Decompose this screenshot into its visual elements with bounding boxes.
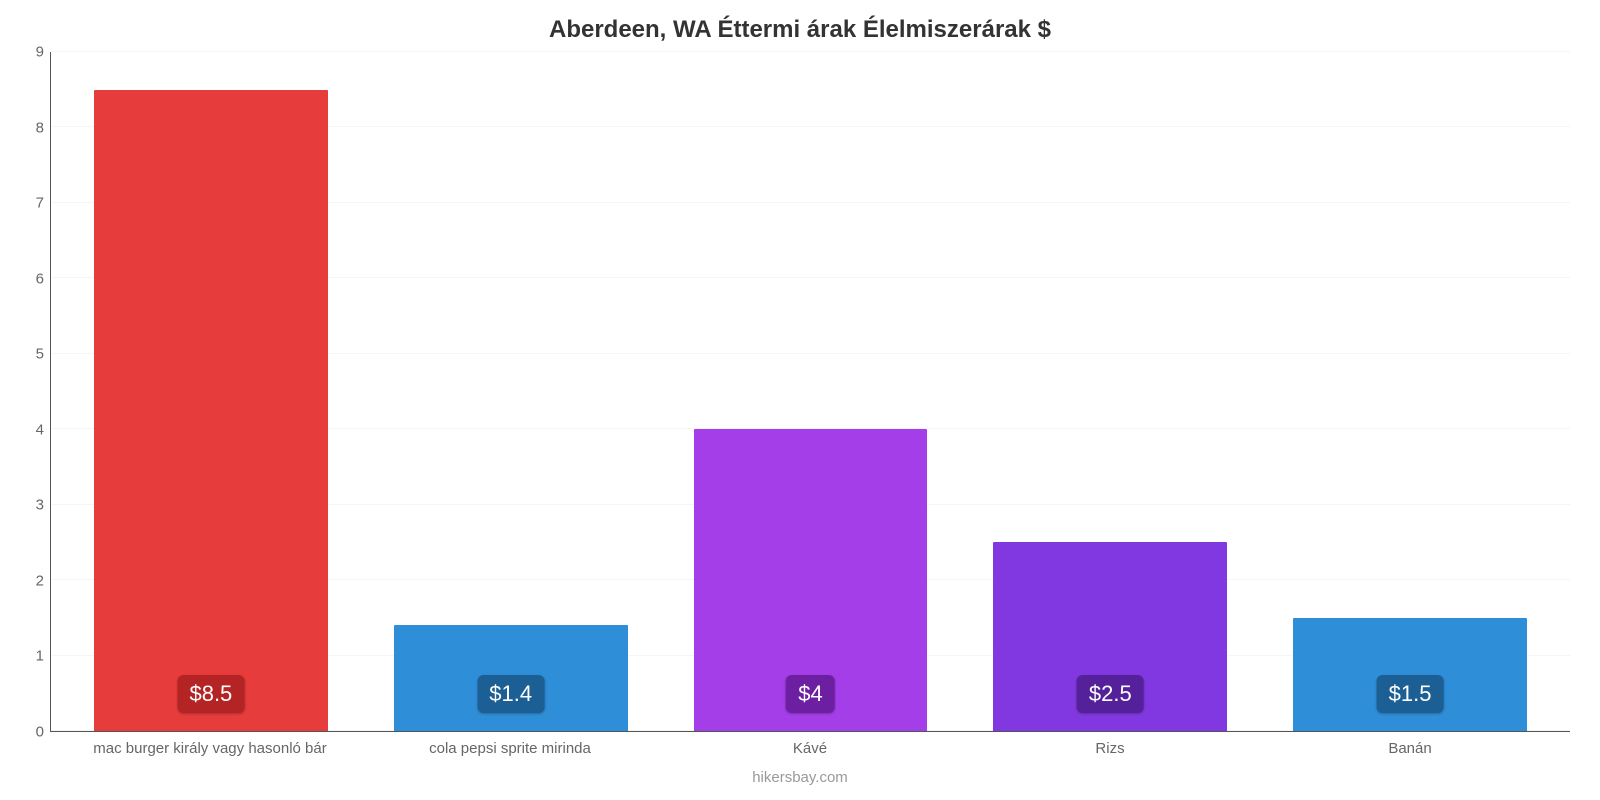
chart-title: Aberdeen, WA Éttermi árak Élelmiszerárak… (0, 0, 1600, 52)
x-tick-label: Banán (1260, 740, 1560, 757)
y-tick-label: 3 (36, 497, 44, 514)
bar-slot: $2.5 (960, 52, 1260, 731)
bar-slot: $1.5 (1260, 52, 1560, 731)
bar: $4 (694, 429, 928, 731)
bar-value-badge: $4 (786, 675, 834, 713)
bar: $1.4 (394, 625, 628, 731)
x-axis-row: mac burger király vagy hasonló bárcola p… (0, 732, 1600, 757)
y-tick-label: 4 (36, 421, 44, 438)
y-tick-label: 8 (36, 119, 44, 136)
x-tick-label: Kávé (660, 740, 960, 757)
y-tick-label: 7 (36, 195, 44, 212)
x-labels: mac burger király vagy hasonló bárcola p… (50, 732, 1570, 757)
bar-value-badge: $1.5 (1377, 675, 1444, 713)
bar: $8.5 (94, 90, 328, 731)
bar: $1.5 (1293, 618, 1527, 731)
plot-row: 0123456789 $8.5$1.4$4$2.5$1.5 (0, 52, 1600, 732)
plot-area: $8.5 $1.4 $4 $2.5 $1.5 (50, 52, 1570, 732)
bar-value-badge: $2.5 (1077, 675, 1144, 713)
bars-container: $8.5 $1.4 $4 $2.5 $1.5 (51, 52, 1570, 731)
x-tick-label: mac burger király vagy hasonló bár (60, 740, 360, 757)
x-tick-label: Rizs (960, 740, 1260, 757)
bar-value-badge: $1.4 (477, 675, 544, 713)
y-axis: 0123456789 (10, 52, 50, 732)
bar-slot: $1.4 (361, 52, 661, 731)
bar-value-badge: $8.5 (177, 675, 244, 713)
chart-container: Aberdeen, WA Éttermi árak Élelmiszerárak… (0, 0, 1600, 800)
y-tick-label: 9 (36, 44, 44, 61)
x-tick-label: cola pepsi sprite mirinda (360, 740, 660, 757)
y-tick-label: 6 (36, 270, 44, 287)
y-tick-label: 5 (36, 346, 44, 363)
bar-slot: $8.5 (61, 52, 361, 731)
y-tick-label: 0 (36, 724, 44, 741)
y-tick-label: 1 (36, 648, 44, 665)
credit-text: hikersbay.com (0, 757, 1600, 800)
y-tick-label: 2 (36, 572, 44, 589)
bar: $2.5 (993, 542, 1227, 731)
bar-slot: $4 (661, 52, 961, 731)
